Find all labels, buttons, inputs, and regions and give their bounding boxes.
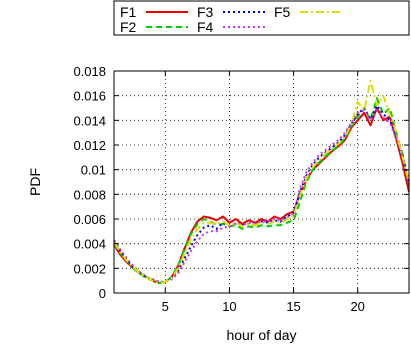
y-tick-label: 0.014 xyxy=(73,113,106,128)
x-tick-label: 5 xyxy=(162,299,169,314)
legend-label-f1: F1 xyxy=(120,4,137,20)
x-axis-label: hour of day xyxy=(226,327,296,343)
series-line-f1 xyxy=(113,107,410,285)
legend-label-f5: F5 xyxy=(274,4,291,20)
y-axis-label: PDF xyxy=(27,168,43,196)
y-tick-label: 0.012 xyxy=(73,138,106,153)
series-line-f4 xyxy=(113,109,410,283)
series-line-f5 xyxy=(113,79,410,285)
legend-box xyxy=(113,0,410,36)
y-tick-label: 0.002 xyxy=(73,261,106,276)
y-tick-label: 0.008 xyxy=(73,187,106,202)
grid xyxy=(114,71,409,293)
y-tick-label: 0.01 xyxy=(81,163,106,178)
y-tick-label: 0.016 xyxy=(73,89,106,104)
plot-frame xyxy=(113,70,410,294)
series-lines xyxy=(113,79,410,285)
x-tick-label: 15 xyxy=(286,299,300,314)
y-tick-label: 0 xyxy=(99,286,106,301)
y-tick-label: 0.006 xyxy=(73,212,106,227)
legend-label-f3: F3 xyxy=(197,4,214,20)
series-line-f2 xyxy=(113,97,410,285)
legend-label-f2: F2 xyxy=(120,19,137,35)
x-tick-label: 10 xyxy=(222,299,236,314)
legend-label-f4: F4 xyxy=(197,19,214,35)
y-tick-label: 0.004 xyxy=(73,237,106,252)
series-line-f3 xyxy=(113,104,410,283)
x-tick-label: 20 xyxy=(350,299,364,314)
y-tick-label: 0.018 xyxy=(73,64,106,79)
axis-ticks: 5 10 15 20 0 0.002 0.004 0.006 0.008 0.01 0.012 0.0… xyxy=(73,64,409,314)
